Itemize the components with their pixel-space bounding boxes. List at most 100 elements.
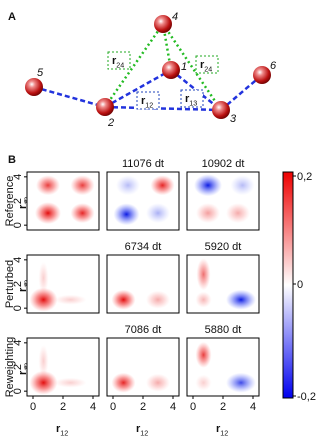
density-blob	[226, 289, 256, 310]
label-box	[180, 89, 204, 108]
y-tick-label: 4	[12, 340, 24, 346]
heatmap	[27, 172, 99, 230]
density-blob	[146, 373, 170, 392]
bond-dashed	[33, 85, 106, 109]
atom	[25, 78, 43, 96]
density-blob	[196, 203, 220, 224]
time-label: 10902 dt	[202, 158, 245, 170]
x-tick-label: 4	[250, 401, 256, 413]
heatmap	[107, 338, 179, 396]
symbol: r	[17, 287, 29, 292]
heatmap	[27, 255, 99, 313]
density-blob	[29, 370, 58, 395]
y-tick-label: 2	[12, 281, 24, 287]
x-tick-label: 4	[170, 401, 176, 413]
colorbar-label: 0	[297, 279, 303, 291]
symbol-label: r12	[141, 95, 153, 109]
symbol: r	[141, 95, 146, 107]
time-label: 5920 dt	[205, 241, 242, 253]
atom	[212, 101, 230, 119]
symbol: r	[200, 59, 205, 71]
atom-number: 2	[107, 117, 114, 129]
symbol: r	[216, 423, 221, 435]
symbol: r	[185, 93, 190, 105]
density-blob	[226, 203, 250, 224]
y-tick-label: 4	[12, 257, 24, 263]
atom-number: 6	[270, 60, 277, 72]
panel-label: B	[8, 154, 16, 166]
heatmap	[187, 255, 259, 313]
y-tick-label: 0	[12, 305, 24, 311]
subscript: 13	[189, 99, 197, 107]
density-blob	[113, 203, 140, 226]
row-label: Reweighting	[4, 337, 16, 398]
density-blob	[195, 374, 212, 391]
y-tick-label: 2	[12, 364, 24, 370]
time-label: 6734 dt	[125, 241, 162, 253]
bond-dashed	[104, 105, 222, 112]
label-box	[195, 55, 219, 74]
density-blob	[146, 290, 170, 309]
bond-dotted	[103, 23, 165, 108]
time-label: 5880 dt	[205, 324, 242, 336]
density-blob	[36, 175, 60, 196]
x-tick-label: 0	[30, 401, 36, 413]
density-blob	[196, 258, 211, 291]
heatmap	[107, 255, 179, 313]
density-blob	[70, 175, 95, 196]
density-blob	[146, 203, 170, 224]
time-label: 7086 dt	[125, 324, 162, 336]
atom-number: 4	[172, 11, 178, 23]
colorbar-label: 0,2	[297, 171, 312, 183]
symbol-label: r24	[200, 59, 212, 73]
subscript: 12	[140, 429, 148, 437]
heatmap	[27, 338, 99, 396]
density-blob	[35, 202, 61, 225]
x-tick-label: 2	[60, 401, 66, 413]
symbol: r	[56, 423, 61, 435]
y-tick-label: 2	[12, 198, 24, 204]
row-label: Reference	[4, 176, 16, 227]
subscript: 12	[60, 429, 68, 437]
density-blob	[195, 341, 212, 368]
heatmap	[187, 172, 259, 230]
heatmap-frame	[186, 254, 260, 314]
label-box	[136, 91, 160, 110]
symbol-label: r12	[216, 423, 228, 437]
subscript: 24	[204, 65, 212, 73]
atom-number: 3	[230, 113, 237, 125]
density-blob	[29, 287, 58, 312]
x-tick-label: 4	[90, 401, 96, 413]
density-blob	[194, 174, 222, 197]
colorbar	[282, 171, 294, 399]
density-blob	[230, 175, 255, 196]
atom-number: 5	[37, 67, 44, 79]
bond-dashed	[104, 68, 172, 109]
density-blob	[111, 289, 136, 310]
heatmap-frame	[186, 171, 260, 231]
density-blob	[150, 175, 175, 196]
y-tick-label: 4	[12, 174, 24, 180]
symbol-label: r12	[56, 423, 68, 437]
x-tick-label: 2	[220, 401, 226, 413]
panel-label: A	[8, 11, 16, 23]
x-tick-label: 2	[140, 401, 146, 413]
heatmap-frame	[106, 254, 180, 314]
symbol: r	[17, 370, 29, 375]
x-tick-label: 0	[190, 401, 196, 413]
colorbar-label: -0,2	[297, 391, 316, 403]
density-blob	[195, 291, 212, 308]
density-blob	[54, 377, 87, 388]
symbol-label: r24	[112, 55, 124, 69]
x-tick-label: 0	[110, 401, 116, 413]
atom	[253, 66, 271, 84]
y-tick-label: 0	[12, 388, 24, 394]
symbol-label: r13	[185, 93, 197, 107]
symbol: r	[17, 204, 29, 209]
symbol: r	[136, 423, 141, 435]
heatmap	[187, 338, 259, 396]
subscript: 12	[145, 101, 153, 109]
symbol-label: r12	[136, 423, 148, 437]
atom	[162, 61, 180, 79]
